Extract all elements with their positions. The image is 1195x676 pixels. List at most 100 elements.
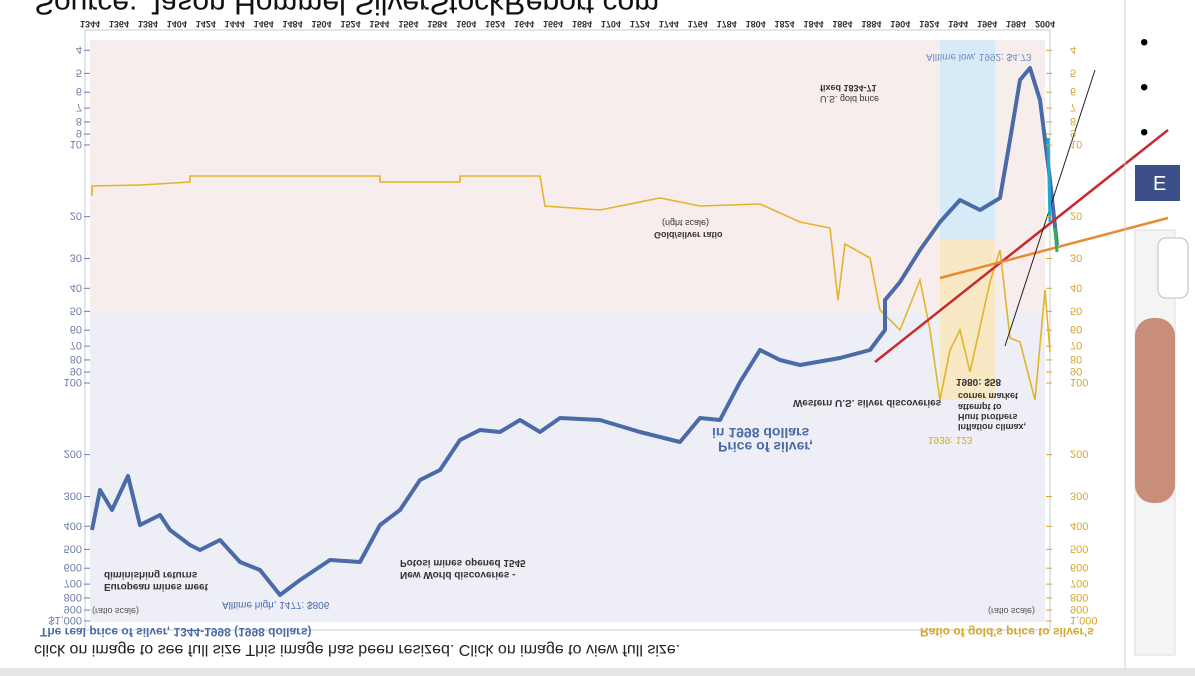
tick-label: 200 (1070, 448, 1088, 460)
tick-label: 100 (1070, 376, 1088, 388)
annotation: 1939: 123 (928, 434, 973, 445)
tick-label: 40 (1070, 281, 1082, 293)
tick-label: 200 (64, 448, 82, 460)
tick-label: 800 (64, 591, 82, 603)
tick-label: 7 (1070, 101, 1076, 113)
tick-label: 5 (76, 66, 82, 78)
tick-label: 9 (1070, 127, 1076, 139)
tick-label: 1,000 (1070, 614, 1098, 626)
tick-label: 80 (1070, 353, 1082, 365)
tick-label: 600 (1070, 561, 1088, 573)
tick-label: 900 (64, 603, 82, 615)
bottom-bar (0, 668, 1195, 676)
tick-label: 80 (70, 353, 82, 365)
annotation: (right scale) (662, 218, 709, 228)
year-label: 1404 (167, 19, 187, 29)
left-title: The real price of silver, 1344-1998 (199… (40, 625, 311, 639)
drawn-green-line (1053, 227, 1059, 253)
annotation: 1980: $58 (956, 376, 1001, 387)
tick-label: 90 (1070, 365, 1082, 377)
tick-label: 500 (1070, 542, 1088, 554)
annotation: Alltime high, 1477: $806 (222, 599, 330, 610)
year-label: 1764 (688, 19, 708, 29)
tick-label: $1,000 (48, 614, 82, 626)
year-label: 1584 (427, 19, 447, 29)
annotation: European mines meet (104, 581, 209, 592)
annotation: Inflation climax, (958, 422, 1026, 432)
annotation: in 1998 dollars (712, 425, 809, 441)
scale-note: (ratio scale) (988, 606, 1035, 616)
tick-label: 20 (70, 210, 82, 222)
annotation: Potosi mines opened 1545 (400, 557, 526, 568)
tick-label: 8 (76, 115, 82, 127)
year-label: 1824 (775, 19, 795, 29)
year-label: 1624 (485, 19, 505, 29)
tick-label: 900 (1070, 603, 1088, 615)
drawn-cyan-line (1046, 137, 1052, 223)
annotation: Western U.S. silver discoveries (793, 397, 942, 408)
year-label: 1544 (369, 19, 389, 29)
drawn-red-line (874, 129, 1169, 363)
annotation: corner market (958, 391, 1018, 401)
tick-label: 300 (64, 490, 82, 502)
source-text: Source: Jason Hommel SilverStockReport.c… (34, 0, 659, 20)
tick-label: 90 (70, 365, 82, 377)
annotation: diminishing returns (104, 569, 198, 580)
year-label: 1884 (861, 19, 881, 29)
year-label: 1364 (109, 19, 129, 29)
caption: click on image to see full size This ima… (34, 641, 680, 658)
bullet: • (1140, 29, 1148, 56)
year-label: 1444 (225, 19, 245, 29)
annotation: attempt to (958, 402, 1002, 412)
year-label: 1804 (746, 19, 766, 29)
button[interactable] (1135, 165, 1180, 201)
tick-label: 40 (70, 281, 82, 293)
year-label: 1684 (572, 19, 592, 29)
annotation: Price of silver, (718, 439, 813, 455)
year-label: 1944 (948, 19, 968, 29)
tick-label: 10 (70, 138, 82, 150)
tick-label: 4 (1070, 43, 1076, 55)
tick-label: 400 (1070, 519, 1088, 531)
tick-label: 10 (1070, 138, 1082, 150)
annotation: Alltime low, 1992: $4.73 (926, 51, 1032, 62)
tick-label: 400 (64, 519, 82, 531)
annotation: U.S. gold price (820, 94, 879, 104)
year-label: 1784 (717, 19, 737, 29)
year-label: 1704 (601, 19, 621, 29)
tick-label: 50 (70, 304, 82, 316)
year-label: 1504 (311, 19, 331, 29)
tick-label: 100 (64, 376, 82, 388)
year-label: 1484 (283, 19, 303, 29)
ratio-line (91, 175, 1051, 401)
tick-label: 4 (76, 43, 82, 55)
tick-label: 60 (70, 323, 82, 335)
annotation: New World discoveries - (400, 569, 515, 580)
tick-label: 800 (1070, 591, 1088, 603)
year-label: 1464 (254, 19, 274, 29)
annotation: Hunt brothers (958, 412, 1018, 422)
tick-label: 60 (1070, 323, 1082, 335)
year-label: 1724 (630, 19, 650, 29)
year-label: 1604 (456, 19, 476, 29)
tick-label: 70 (70, 339, 82, 351)
bullet: • (1140, 74, 1148, 101)
scale-note: (ratio scale) (92, 606, 139, 616)
tick-label: 8 (1070, 115, 1076, 127)
year-label: 1424 (196, 19, 216, 29)
hunt-band (940, 240, 995, 400)
year-label: 1384 (138, 19, 158, 29)
year-label: 1644 (514, 19, 534, 29)
annotation: fixed 1834-71 (820, 83, 877, 93)
tick-label: 6 (1070, 85, 1076, 97)
silver-price-line (90, 66, 1059, 597)
year-label: 1844 (803, 19, 823, 29)
year-label: 2004 (1035, 19, 1055, 29)
tick-label: 700 (1070, 577, 1088, 589)
tick-label: 6 (76, 85, 82, 97)
year-label: 1924 (919, 19, 939, 29)
tick-label: 30 (70, 252, 82, 264)
lower-band (90, 312, 1045, 622)
button-label[interactable]: E (1153, 173, 1166, 195)
